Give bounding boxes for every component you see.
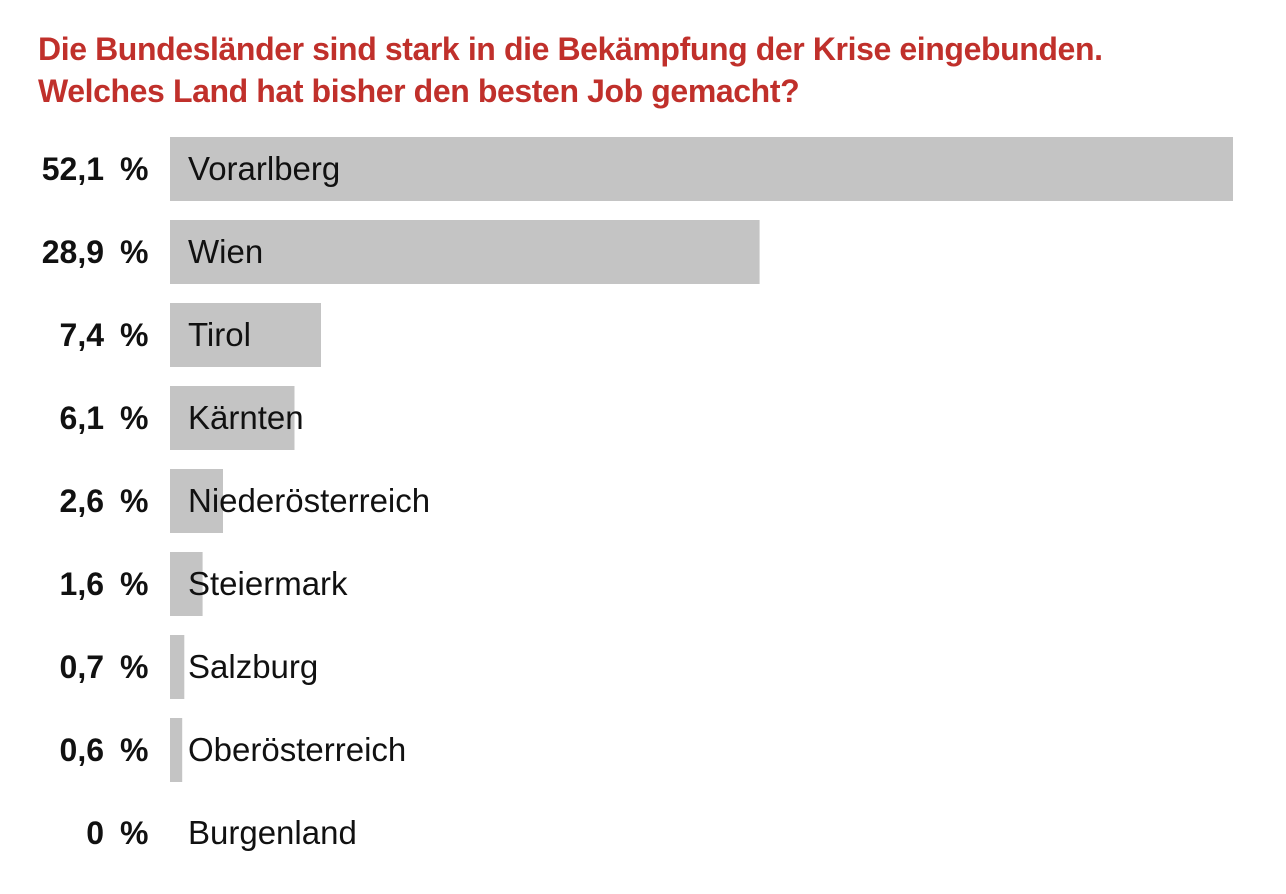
bar-vorarlberg [170,137,1233,201]
value-label-wien: 28,9 [42,234,104,270]
category-label-oberosterreich: Oberösterreich [188,731,406,768]
value-label-oberosterreich: 0,6 [60,732,104,768]
bar-row-vorarlberg: 52,1% Vorarlberg [42,137,1233,201]
category-label-salzburg: Salzburg [188,648,318,685]
bar-row-niederosterreich: 2,6% Niederösterreich [60,469,430,533]
value-label-salzburg: 0,7 [60,649,104,685]
value-label-tirol: 7,4 [60,317,105,353]
category-label-karnten: Kärnten [188,399,304,436]
value-label-steiermark: 1,6 [60,566,104,602]
unit-label-karnten: % [120,400,148,436]
chart-title-line-2: Welches Land hat bisher den besten Job g… [38,73,800,109]
bar-row-salzburg: 0,7% Salzburg [60,635,318,699]
bar-niederosterreich [170,469,223,533]
category-label-niederosterreich: Niederösterreich [188,482,430,519]
category-label-vorarlberg: Vorarlberg [188,150,340,187]
category-label-tirol: Tirol [188,316,251,353]
value-label-karnten: 6,1 [60,400,104,436]
unit-label-vorarlberg: % [120,151,148,187]
bar-tirol [170,303,321,367]
category-label-wien: Wien [188,233,263,270]
bar-row-karnten: 6,1% Kärnten [60,386,304,450]
category-label-steiermark: Steiermark [188,565,348,602]
bar-wien [170,220,760,284]
unit-label-tirol: % [120,317,148,353]
value-label-vorarlberg: 52,1 [42,151,104,187]
bar-row-oberosterreich: 0,6% Oberösterreich [60,718,406,782]
bar-row-tirol: 7,4% Tirol [60,303,321,367]
chart-title: Die Bundesländer sind stark in die Bekäm… [38,28,1103,112]
bar-row-burgenland: 0% Burgenland [86,814,357,851]
value-label-burgenland: 0 [86,815,104,851]
bar-oberosterreich [170,718,183,782]
unit-label-burgenland: % [120,815,148,851]
chart-title-line-1: Die Bundesländer sind stark in die Bekäm… [38,31,1103,67]
unit-label-niederosterreich: % [120,483,148,519]
value-label-niederosterreich: 2,6 [60,483,104,519]
bar-row-steiermark: 1,6% Steiermark [60,552,348,616]
bar-karnten [170,386,295,450]
bar-salzburg [170,635,185,699]
category-label-burgenland: Burgenland [188,814,357,851]
unit-label-oberosterreich: % [120,732,148,768]
unit-label-steiermark: % [120,566,148,602]
unit-label-salzburg: % [120,649,148,685]
unit-label-wien: % [120,234,148,270]
bar-steiermark [170,552,203,616]
bar-row-wien: 28,9% Wien [42,220,760,284]
